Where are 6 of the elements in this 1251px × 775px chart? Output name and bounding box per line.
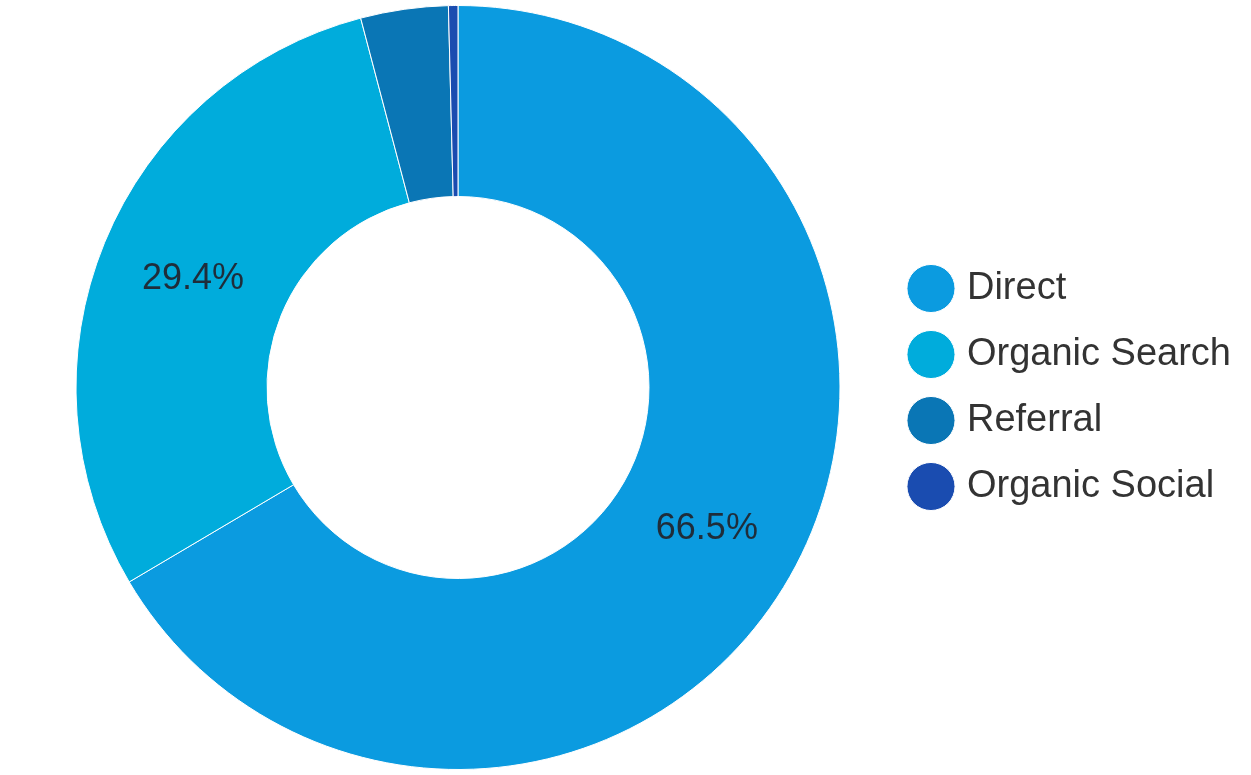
legend-label: Referral: [966, 396, 1103, 439]
data-label: 66.5%: [655, 506, 758, 548]
legend-label: Organic Social: [966, 462, 1215, 505]
legend-label: Direct: [966, 264, 1067, 307]
legend-label: Organic Search: [966, 330, 1231, 373]
data-label: 29.4%: [141, 255, 244, 297]
